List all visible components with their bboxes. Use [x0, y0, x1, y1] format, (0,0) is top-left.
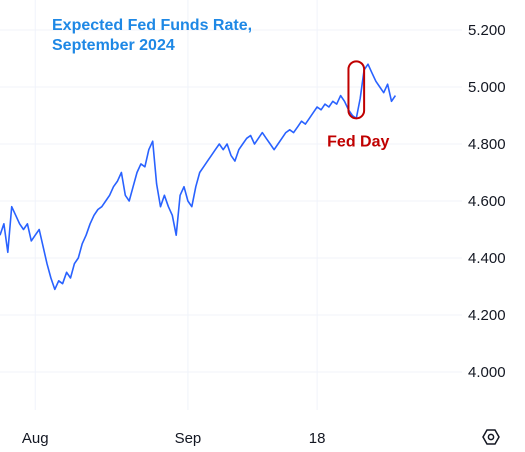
fed-day-highlight: [347, 60, 366, 120]
x-tick-label: Aug: [22, 430, 49, 447]
settings-hexagon-icon[interactable]: [482, 429, 500, 445]
y-tick-label: 5.200: [468, 22, 506, 39]
series-line-expected-rate: [0, 63, 397, 291]
y-tick-label: 4.400: [468, 250, 506, 267]
annotation-layer: Fed Day: [327, 60, 390, 150]
y-axis: 5.200 5.000 4.800 4.600 4.400 4.200 4.000: [468, 22, 506, 381]
series-layer: [0, 63, 397, 291]
chart-title-line-1: Expected Fed Funds Rate,: [52, 17, 252, 34]
x-tick-label: 18: [309, 430, 326, 447]
y-tick-label: 4.800: [468, 136, 506, 153]
x-axis: Aug Sep 18: [22, 430, 326, 447]
grid: [0, 0, 462, 410]
y-tick-label: 4.600: [468, 193, 506, 210]
y-tick-label: 5.000: [468, 79, 506, 96]
fed-day-label: Fed Day: [327, 133, 389, 150]
chart-title: Expected Fed Funds Rate, September 2024: [52, 17, 252, 54]
chart-title-line-2: September 2024: [52, 37, 175, 54]
y-tick-label: 4.000: [468, 364, 506, 381]
x-tick-label: Sep: [175, 430, 202, 447]
y-tick-label: 4.200: [468, 307, 506, 324]
